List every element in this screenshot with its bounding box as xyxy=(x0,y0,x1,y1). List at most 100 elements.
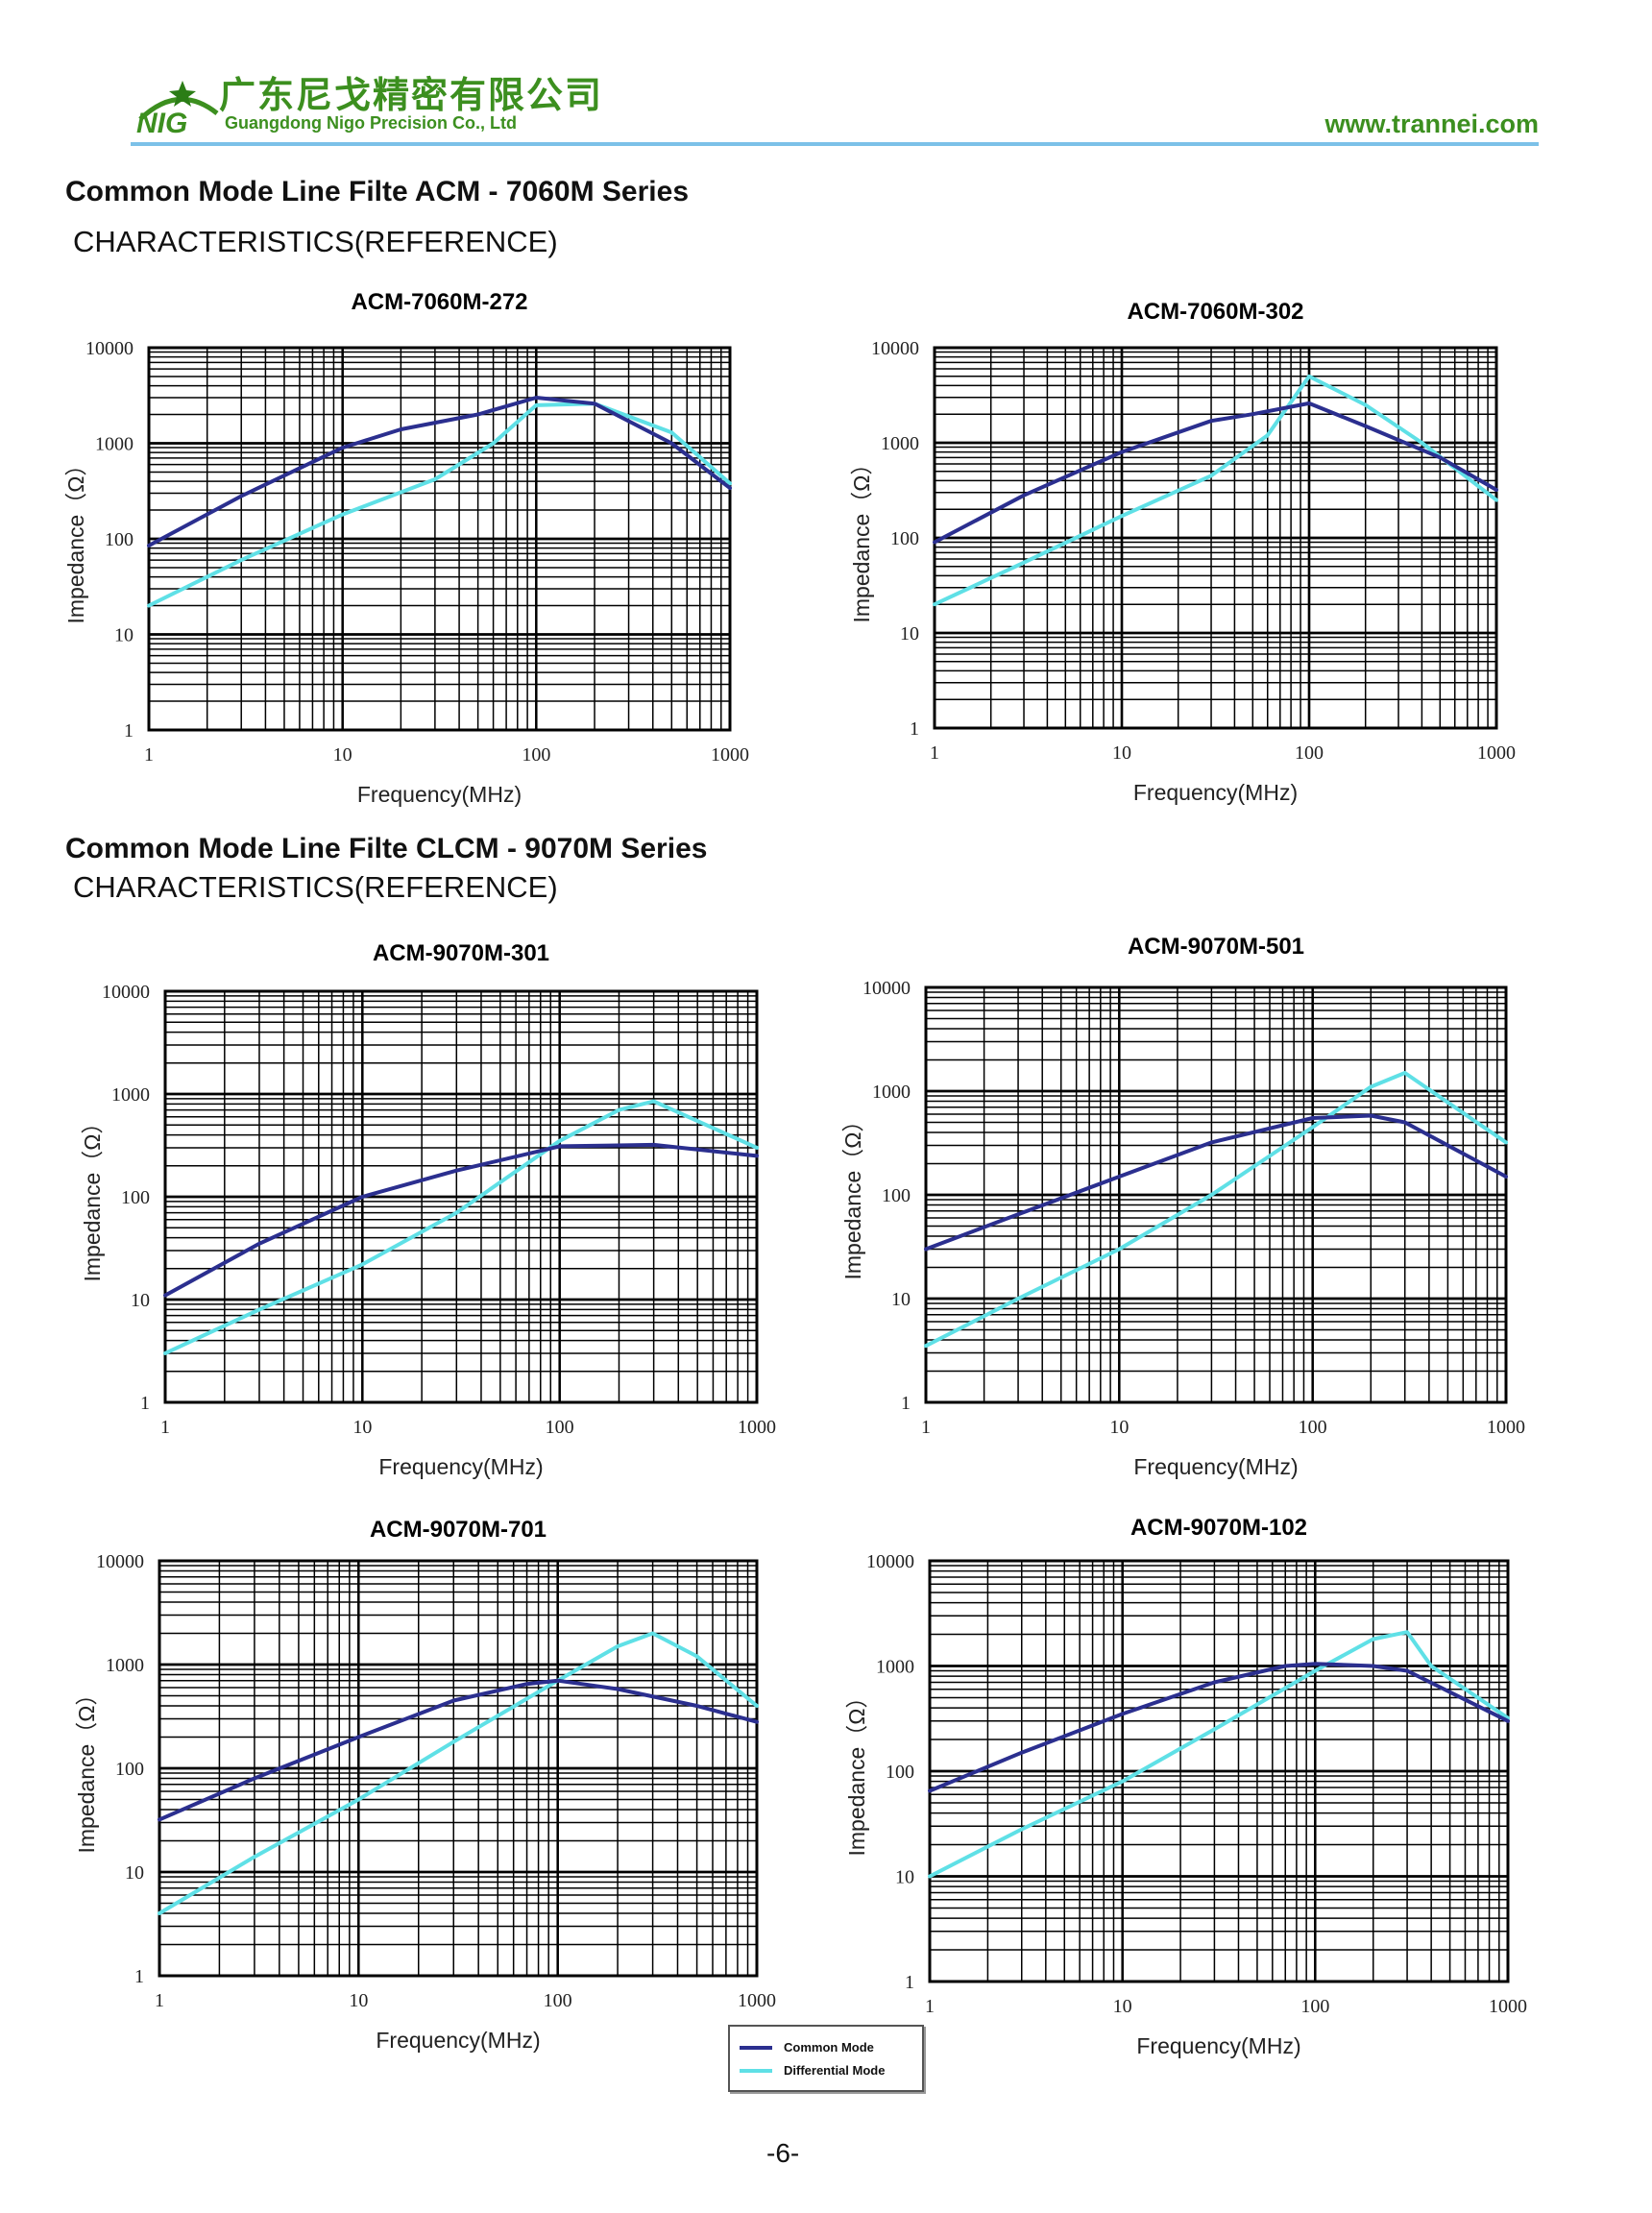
y-tick-label: 100 xyxy=(121,1187,150,1208)
chart-title: ACM-7060M-272 xyxy=(351,289,527,315)
y-tick-label: 1 xyxy=(124,720,134,742)
x-tick-label: 10 xyxy=(1112,742,1131,764)
y-axis-label: Impedance（Ω） xyxy=(74,1684,99,1854)
x-tick-label: 100 xyxy=(544,1990,572,2011)
y-tick-label: 1000 xyxy=(106,1655,144,1676)
y-axis-label: Impedance（Ω） xyxy=(844,1687,869,1857)
website-link[interactable]: www.trannei.com xyxy=(1324,109,1539,138)
x-axis-label: Frequency(MHz) xyxy=(1133,1454,1298,1479)
series-line-differential-mode xyxy=(933,374,1498,607)
x-axis-label: Frequency(MHz) xyxy=(1133,780,1298,805)
x-tick-label: 1000 xyxy=(711,744,749,766)
x-tick-label: 100 xyxy=(546,1417,574,1438)
y-tick-label: 10000 xyxy=(866,1551,914,1572)
x-axis-label: Frequency(MHz) xyxy=(376,2028,540,2053)
y-tick-label: 1000 xyxy=(111,1084,150,1106)
chart-title: ACM-9070M-301 xyxy=(373,940,549,966)
y-tick-label: 1000 xyxy=(876,1657,914,1678)
x-tick-label: 10 xyxy=(333,744,352,766)
x-axis-label: Frequency(MHz) xyxy=(378,1454,543,1479)
chart-title: ACM-9070M-501 xyxy=(1128,934,1304,960)
x-tick-label: 10 xyxy=(1113,1996,1132,2017)
y-axis-label: Impedance（Ω） xyxy=(80,1112,105,1282)
chart-title: ACM-7060M-302 xyxy=(1127,299,1303,325)
x-tick-label: 10 xyxy=(1109,1417,1129,1438)
y-tick-label: 10 xyxy=(891,1289,911,1310)
y-tick-label: 1000 xyxy=(881,433,919,454)
legend-label: Common Mode xyxy=(784,2040,874,2055)
y-tick-label: 10000 xyxy=(871,338,919,359)
chart-legend: Common Mode Differential Mode xyxy=(728,2025,924,2092)
x-axis-label: Frequency(MHz) xyxy=(1136,2033,1300,2058)
y-tick-label: 10 xyxy=(114,625,134,646)
legend-item-common-mode: Common Mode xyxy=(740,2040,874,2055)
series-line-differential-mode xyxy=(924,1071,1508,1349)
legend-swatch-common-mode xyxy=(740,2045,772,2050)
x-tick-label: 1000 xyxy=(1489,1996,1527,2017)
legend-swatch-differential-mode xyxy=(740,2068,772,2073)
series-line-common-mode xyxy=(928,1662,1510,1793)
header-divider xyxy=(131,142,1539,146)
company-name-english: Guangdong Nigo Precision Co., Ltd xyxy=(225,113,517,133)
series-line-common-mode xyxy=(933,401,1498,545)
legend-item-differential-mode: Differential Mode xyxy=(740,2063,885,2078)
chart-acm-9070m-301: 1 10 100 1000 1 10 100 1000 10000 ACM-9070M-301 Fr… xyxy=(80,940,776,1479)
y-tick-label: 100 xyxy=(886,1762,914,1783)
y-tick-label: 1 xyxy=(905,1972,914,1993)
y-tick-label: 1 xyxy=(140,1393,150,1414)
x-tick-label: 100 xyxy=(522,744,550,766)
y-tick-label: 100 xyxy=(890,528,919,549)
y-tick-label: 1 xyxy=(901,1393,911,1414)
series-line-differential-mode xyxy=(928,1630,1510,1879)
y-tick-label: 10 xyxy=(131,1290,150,1311)
section-title-7060m: Common Mode Line Filte ACM - 7060M Serie… xyxy=(65,176,689,207)
page-number: -6- xyxy=(766,2138,800,2168)
y-tick-label: 10 xyxy=(900,623,919,644)
y-tick-label: 100 xyxy=(105,529,134,550)
y-axis-label: Impedance（Ω） xyxy=(63,454,88,624)
y-tick-label: 100 xyxy=(882,1185,911,1206)
x-tick-label: 1 xyxy=(160,1417,170,1438)
x-tick-label: 100 xyxy=(1299,1417,1327,1438)
series-line-differential-mode xyxy=(147,401,732,608)
x-tick-label: 1000 xyxy=(1487,1417,1525,1438)
x-tick-label: 1000 xyxy=(738,1990,776,2011)
company-logo: NIG xyxy=(136,81,219,139)
y-tick-label: 10000 xyxy=(96,1551,144,1572)
x-tick-label: 10 xyxy=(349,1990,368,2011)
x-tick-label: 1000 xyxy=(738,1417,776,1438)
y-tick-label: 10000 xyxy=(862,978,911,999)
chart-acm-9070m-102: 1 10 100 1000 1 10 100 1000 10000 ACM-9070M-102 Fr… xyxy=(844,1515,1527,2058)
x-tick-label: 1 xyxy=(144,744,154,766)
y-axis-label: Impedance（Ω） xyxy=(849,453,874,623)
chart-acm-7060m-302: 1 10 100 1000 1 10 100 1000 10000 ACM-7060M-302 Fr… xyxy=(849,299,1516,805)
x-tick-label: 1 xyxy=(930,742,939,764)
x-tick-label: 100 xyxy=(1295,742,1324,764)
chart-acm-9070m-501: 1 10 100 1000 1 10 100 1000 10000 ACM-9070M-501 Fr… xyxy=(840,934,1525,1479)
series-line-differential-mode xyxy=(163,1099,759,1355)
chart-acm-9070m-701: 1 10 100 1000 1 10 100 1000 10000 ACM-9070M-701 Fr… xyxy=(74,1517,776,2053)
y-tick-label: 1 xyxy=(134,1966,144,1987)
y-tick-label: 100 xyxy=(115,1759,144,1780)
x-axis-label: Frequency(MHz) xyxy=(357,782,522,807)
x-tick-label: 1000 xyxy=(1477,742,1516,764)
section-subtitle-7060m: CHARACTERISTICS(REFERENCE) xyxy=(73,225,558,258)
x-tick-label: 10 xyxy=(352,1417,372,1438)
chart-title: ACM-9070M-102 xyxy=(1130,1515,1307,1541)
y-axis-label: Impedance（Ω） xyxy=(840,1110,865,1280)
series-line-common-mode xyxy=(924,1113,1508,1252)
section-title-9070m: Common Mode Line Filte CLCM - 9070M Seri… xyxy=(65,833,708,864)
legend-label: Differential Mode xyxy=(784,2063,886,2078)
series-line-common-mode xyxy=(158,1678,759,1822)
series-line-common-mode xyxy=(147,396,732,547)
x-tick-label: 100 xyxy=(1300,1996,1329,2017)
section-subtitle-9070m: CHARACTERISTICS(REFERENCE) xyxy=(73,870,558,904)
y-tick-label: 1 xyxy=(910,718,919,740)
y-tick-label: 10 xyxy=(125,1862,144,1884)
y-tick-label: 10 xyxy=(895,1867,914,1888)
y-tick-label: 10000 xyxy=(102,982,150,1003)
logo-text: NIG xyxy=(136,108,187,139)
series-line-common-mode xyxy=(163,1142,759,1298)
y-tick-label: 10000 xyxy=(85,338,134,359)
